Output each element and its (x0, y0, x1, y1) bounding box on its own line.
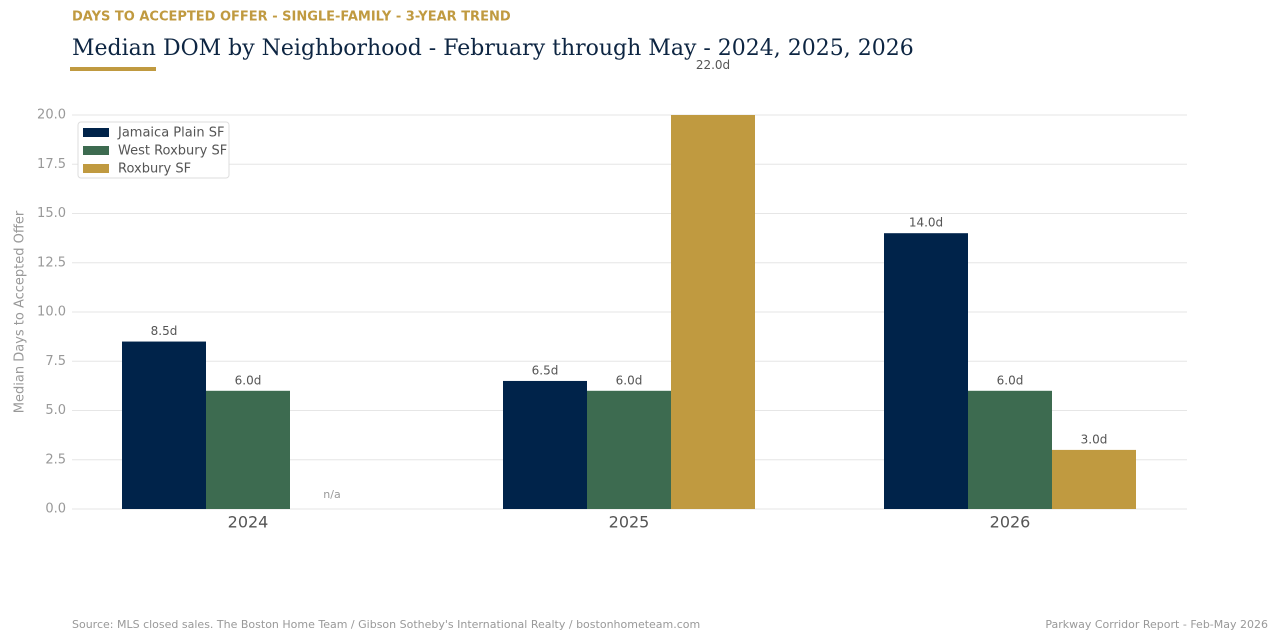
x-tick-label: 2026 (990, 513, 1031, 532)
legend-swatch (83, 146, 109, 155)
value-label: 14.0d (909, 216, 943, 230)
bar (587, 390, 671, 509)
value-label: 6.0d (616, 373, 643, 387)
value-label: 6.0d (235, 373, 262, 387)
plot-area (122, 115, 1136, 509)
value-label: 3.0d (1081, 432, 1108, 446)
bar (968, 390, 1052, 509)
footer-note: Parkway Corridor Report - Feb-May 2026 (1045, 618, 1268, 631)
chart-title: Median DOM by Neighborhood - February th… (72, 36, 914, 61)
legend-box (77, 121, 230, 179)
legend-label: Jamaica Plain SF (117, 126, 224, 141)
kicker: DAYS TO ACCEPTED OFFER - SINGLE-FAMILY -… (72, 10, 511, 25)
legend-label: West Roxbury SF (118, 144, 227, 159)
y-tick-label: 10.0 (37, 305, 66, 320)
legend-swatch (83, 164, 109, 173)
y-tick-label: 17.5 (37, 157, 66, 172)
bar (503, 380, 587, 509)
value-label-missing: n/a (323, 488, 340, 501)
x-tick-label: 2025 (609, 513, 650, 532)
legend-swatch (83, 128, 109, 137)
bar (206, 390, 290, 509)
bar (884, 233, 968, 509)
bar (1052, 449, 1136, 509)
y-tick-label: 20.0 (37, 108, 66, 123)
y-tick-label: 15.0 (37, 206, 66, 221)
bar (671, 115, 755, 509)
y-tick-label: 2.5 (45, 452, 66, 467)
source-note: Source: MLS closed sales. The Boston Hom… (72, 618, 700, 631)
legend-label: Roxbury SF (118, 162, 191, 177)
bar (122, 341, 206, 509)
value-label: 8.5d (151, 324, 178, 338)
value-label: 6.0d (997, 373, 1024, 387)
y-tick-label: 7.5 (45, 354, 66, 369)
value-label: 22.0d (696, 58, 730, 72)
y-tick-label: 5.0 (45, 403, 66, 418)
value-label: 6.5d (532, 363, 559, 377)
y-tick-label: 12.5 (37, 255, 66, 270)
title-underline (70, 67, 156, 71)
x-tick-label: 2024 (228, 513, 269, 532)
y-tick-label: 0.0 (45, 502, 66, 517)
y-axis-label: Median Days to Accepted Offer (13, 210, 28, 413)
